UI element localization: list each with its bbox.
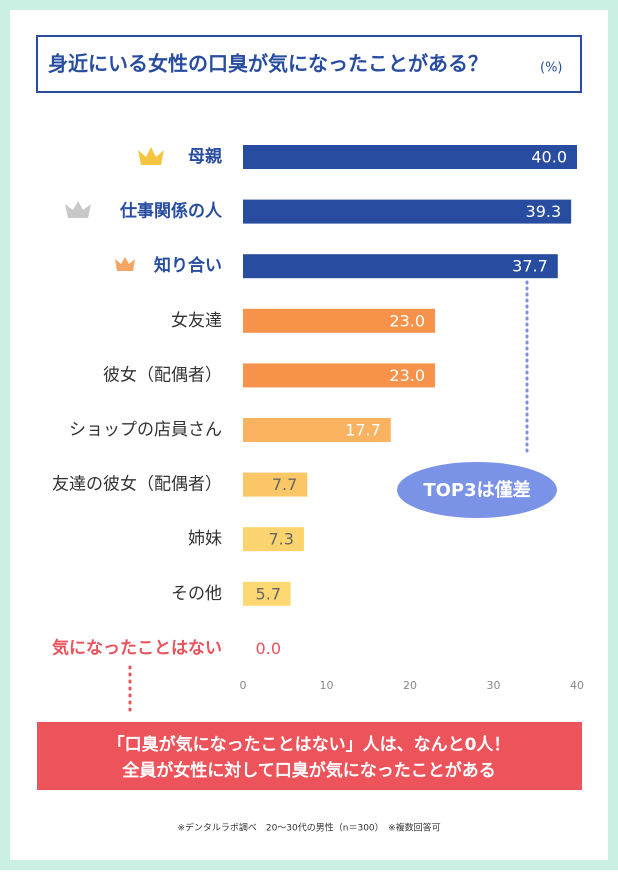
title-box — [36, 35, 582, 93]
x-tick-label: 0 — [240, 679, 247, 692]
category-label: 母親 — [188, 146, 222, 167]
bar — [243, 199, 572, 224]
category-label: その他 — [171, 584, 222, 604]
bar — [243, 527, 304, 552]
annotation-bubble — [397, 462, 557, 518]
bar — [243, 363, 436, 388]
crown-gold — [138, 147, 164, 165]
value-label: 23.0 — [389, 311, 425, 330]
category-label: 女友達 — [171, 311, 222, 331]
footnote: ※デンタルラボ調べ 20～30代の男性（n＝300） ※複数回答可 — [177, 822, 440, 834]
chart-title: 身近にいる女性の口臭が気になったことがある？ — [48, 52, 488, 76]
value-label: 5.7 — [256, 584, 281, 603]
category-label: 気になったことはない — [51, 637, 222, 658]
category-label: 彼女（配偶者） — [103, 365, 222, 385]
bar — [243, 145, 577, 169]
x-tick-label: 30 — [487, 679, 501, 692]
callout-box — [37, 722, 582, 790]
bar — [243, 308, 436, 333]
value-label: 37.7 — [512, 257, 548, 276]
value-label: 7.3 — [269, 530, 294, 549]
callout-line: 全員が女性に対して口臭が気になったことがある — [121, 760, 496, 781]
crown-silver — [65, 201, 91, 218]
bar — [243, 472, 308, 497]
value-label: 17.7 — [345, 421, 381, 440]
unit: (%) — [540, 61, 563, 76]
x-tick-label: 40 — [570, 679, 584, 692]
bar — [243, 254, 558, 279]
category-label: ショップの店員さん — [69, 420, 222, 440]
crown-bronze — [115, 257, 135, 271]
bar — [243, 581, 291, 606]
category-label: 仕事関係の人 — [119, 201, 223, 222]
bar — [243, 418, 391, 442]
category-label: 姉妹 — [188, 529, 222, 549]
category-label: 友達の彼女（配偶者） — [52, 475, 222, 495]
annotation: TOP3は僅差 — [423, 479, 530, 501]
value-label: 23.0 — [389, 366, 425, 385]
value-label: 39.3 — [526, 202, 562, 221]
crowns — [65, 147, 164, 271]
value-label: 0.0 — [256, 639, 281, 658]
x-tick-label: 10 — [320, 679, 334, 692]
value-label: 40.0 — [531, 148, 567, 167]
category-label: 知り合い — [153, 255, 222, 276]
callout-line: 「口臭が気になったことはない」人は、なんと0人！ — [108, 734, 511, 755]
x-tick-label: 20 — [403, 679, 417, 692]
value-label: 7.7 — [272, 475, 297, 494]
